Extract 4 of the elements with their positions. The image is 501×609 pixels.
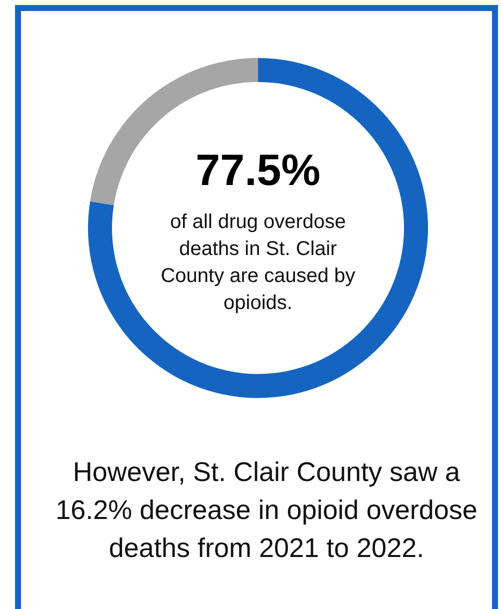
donut-slice [88, 58, 428, 398]
text: However, St. Clair County saw a 16.2% decrease in opioid overdose deaths from 2021 to 2022. [56, 457, 478, 563]
text: of all drug overdose deaths in St. Clair County are caused by opioids. [160, 211, 356, 314]
data-label: 77.5% [196, 146, 320, 195]
